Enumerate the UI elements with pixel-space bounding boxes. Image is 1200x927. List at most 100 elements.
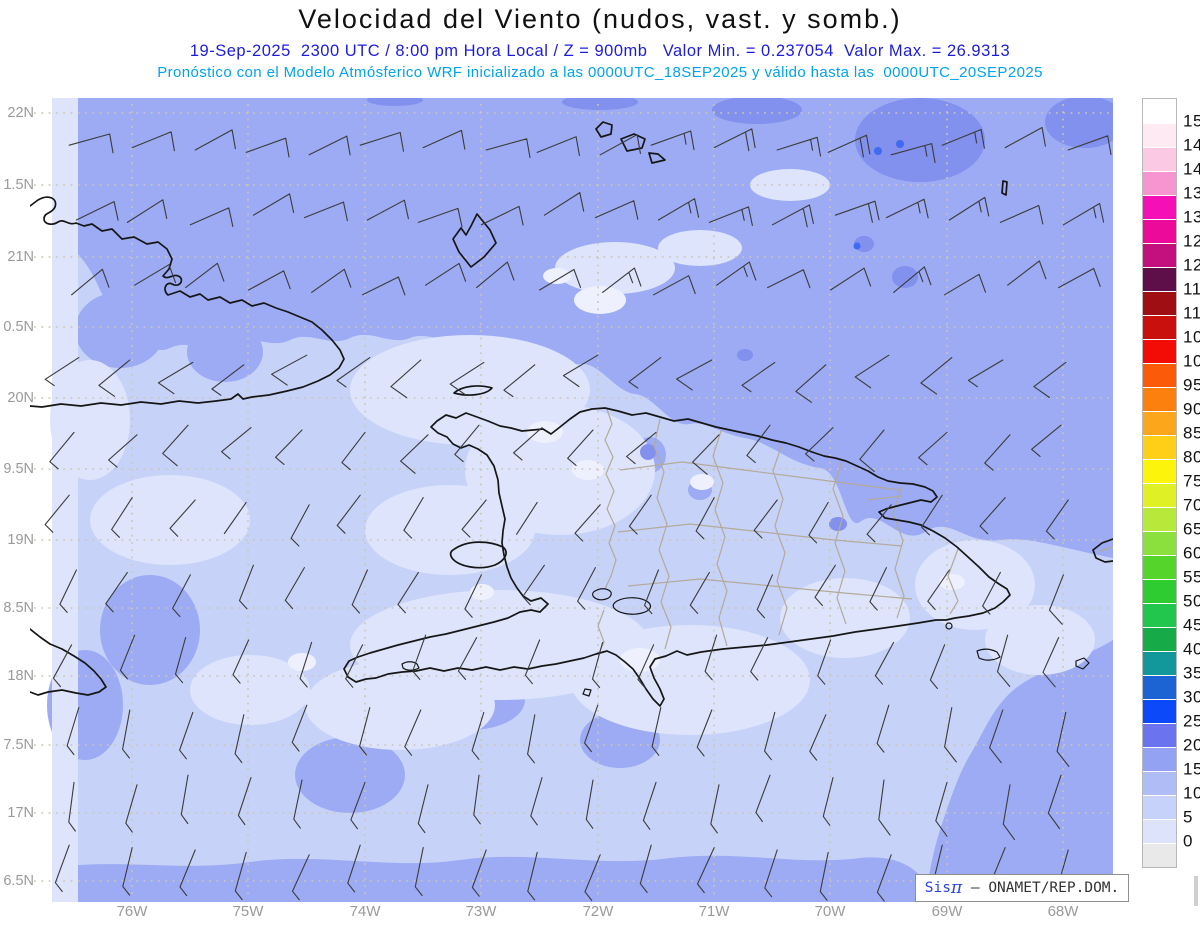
coast-turks-caicos (595, 121, 1008, 196)
colorbar-segment (1143, 363, 1176, 387)
coast-tortuga (453, 385, 493, 396)
colorbar-segment (1143, 315, 1176, 339)
colorbar-value: 15 (1183, 759, 1200, 779)
colorbar-value: 115 (1183, 279, 1200, 299)
lon-tick-label: 71W (698, 903, 730, 920)
coast-gonave (449, 541, 507, 569)
colorbar-segment (1143, 675, 1176, 699)
colorbar-segment (1143, 99, 1176, 123)
colorbar-value: 130 (1183, 207, 1200, 227)
lat-tick-label: 18N (7, 668, 34, 684)
colorbar-value: 120 (1183, 255, 1200, 275)
wind-map (30, 98, 1113, 902)
lon-tick-label: 70W (814, 903, 846, 920)
credit-text: – ONAMET/REP.DOM. (962, 880, 1120, 896)
colorbar-value: 75 (1183, 471, 1200, 491)
colorbar-value: 60 (1183, 543, 1200, 563)
lake-saumatre (592, 588, 612, 601)
colorbar (1142, 98, 1177, 868)
coastlines (30, 121, 1113, 707)
model-info-line: Pronóstico con el Modelo Atmósferico WRF… (157, 64, 1043, 81)
colorbar-value: 90 (1183, 399, 1200, 419)
lat-tick-label: 19N (7, 532, 34, 548)
colorbar-segment (1143, 219, 1176, 243)
islet-beata (582, 688, 592, 697)
colorbar-value: 100 (1183, 351, 1200, 371)
coast-puerto-rico (1092, 538, 1113, 563)
colorbar-value: 105 (1183, 327, 1200, 347)
pi-icon: π (950, 877, 963, 898)
coast-jamaica (30, 628, 107, 696)
page-title: Velocidad del Viento (nudos, vast. y som… (298, 4, 902, 34)
islet-ile-a-vache (401, 661, 420, 671)
colorbar-segment (1143, 723, 1176, 747)
colorbar-segment (1143, 843, 1176, 867)
colorbar-value: 140 (1183, 159, 1200, 179)
colorbar-value: 70 (1183, 495, 1200, 515)
colorbar-segment (1143, 123, 1176, 147)
colorbar-value: 125 (1183, 231, 1200, 251)
frame-corner-mark (1194, 876, 1198, 906)
lat-tick-label: 22N (7, 105, 34, 121)
colorbar-value: 150 (1183, 111, 1200, 131)
lat-tick-label: 1.5N (3, 177, 34, 193)
lat-tick-label: 17N (7, 805, 34, 821)
colorbar-value: 0 (1183, 831, 1193, 851)
colorbar-segment (1143, 507, 1176, 531)
sispi-logo-text: Sis (924, 880, 951, 896)
islet-catalina (945, 622, 953, 630)
colorbar-segment (1143, 531, 1176, 555)
lon-tick-label: 75W (232, 903, 264, 920)
colorbar-segment (1143, 387, 1176, 411)
lon-tick-label: 74W (349, 903, 381, 920)
colorbar-value: 55 (1183, 567, 1200, 587)
lake-enriquillo (612, 597, 652, 615)
lon-tick-label: 68W (1047, 903, 1079, 920)
colorbar-segment (1143, 651, 1176, 675)
coast-great-inagua (452, 213, 497, 268)
colorbar-segment (1143, 483, 1176, 507)
colorbar-segment (1143, 339, 1176, 363)
colorbar-value: 65 (1183, 519, 1200, 539)
lat-tick-label: 8.5N (3, 600, 34, 616)
colorbar-segment (1143, 291, 1176, 315)
colorbar-segment (1143, 747, 1176, 771)
colorbar-segment (1143, 147, 1176, 171)
colorbar-segment (1143, 411, 1176, 435)
colorbar-value: 25 (1183, 711, 1200, 731)
colorbar-value: 95 (1183, 375, 1200, 395)
colorbar-segment (1143, 771, 1176, 795)
colorbar-segment (1143, 195, 1176, 219)
valid-time-line: 19-Sep-2025 2300 UTC / 8:00 pm Hora Loca… (189, 42, 1011, 60)
lat-tick-label: 9.5N (3, 461, 34, 477)
lat-tick-label: 7.5N (3, 737, 34, 753)
colorbar-value: 10 (1183, 783, 1200, 803)
coast-cuba (30, 196, 345, 408)
colorbar-segment (1143, 699, 1176, 723)
colorbar-value: 145 (1183, 135, 1200, 155)
lat-tick-label: 21N (7, 249, 34, 265)
wind-barbs (44, 126, 1112, 902)
colorbar-value: 35 (1183, 663, 1200, 683)
colorbar-segment (1143, 795, 1176, 819)
wind-barb-field (44, 126, 1112, 902)
colorbar-value: 110 (1183, 303, 1200, 323)
coast-hispaniola (343, 407, 1011, 707)
lat-tick-label: 0.5N (3, 319, 34, 335)
colorbar-segment (1143, 243, 1176, 267)
lon-tick-label: 69W (931, 903, 963, 920)
colorbar-value: 30 (1183, 687, 1200, 707)
colorbar-segment (1143, 267, 1176, 291)
colorbar-segment (1143, 459, 1176, 483)
colorbar-value: 135 (1183, 183, 1200, 203)
lat-tick-label: 6.5N (3, 873, 34, 889)
province-borders (597, 408, 1113, 656)
islet-saona (976, 648, 1001, 661)
colorbar-value: 40 (1183, 639, 1200, 659)
colorbar-segment (1143, 435, 1176, 459)
colorbar-value: 45 (1183, 615, 1200, 635)
lon-tick-label: 73W (465, 903, 497, 920)
colorbar-value: 20 (1183, 735, 1200, 755)
colorbar-value: 85 (1183, 423, 1200, 443)
